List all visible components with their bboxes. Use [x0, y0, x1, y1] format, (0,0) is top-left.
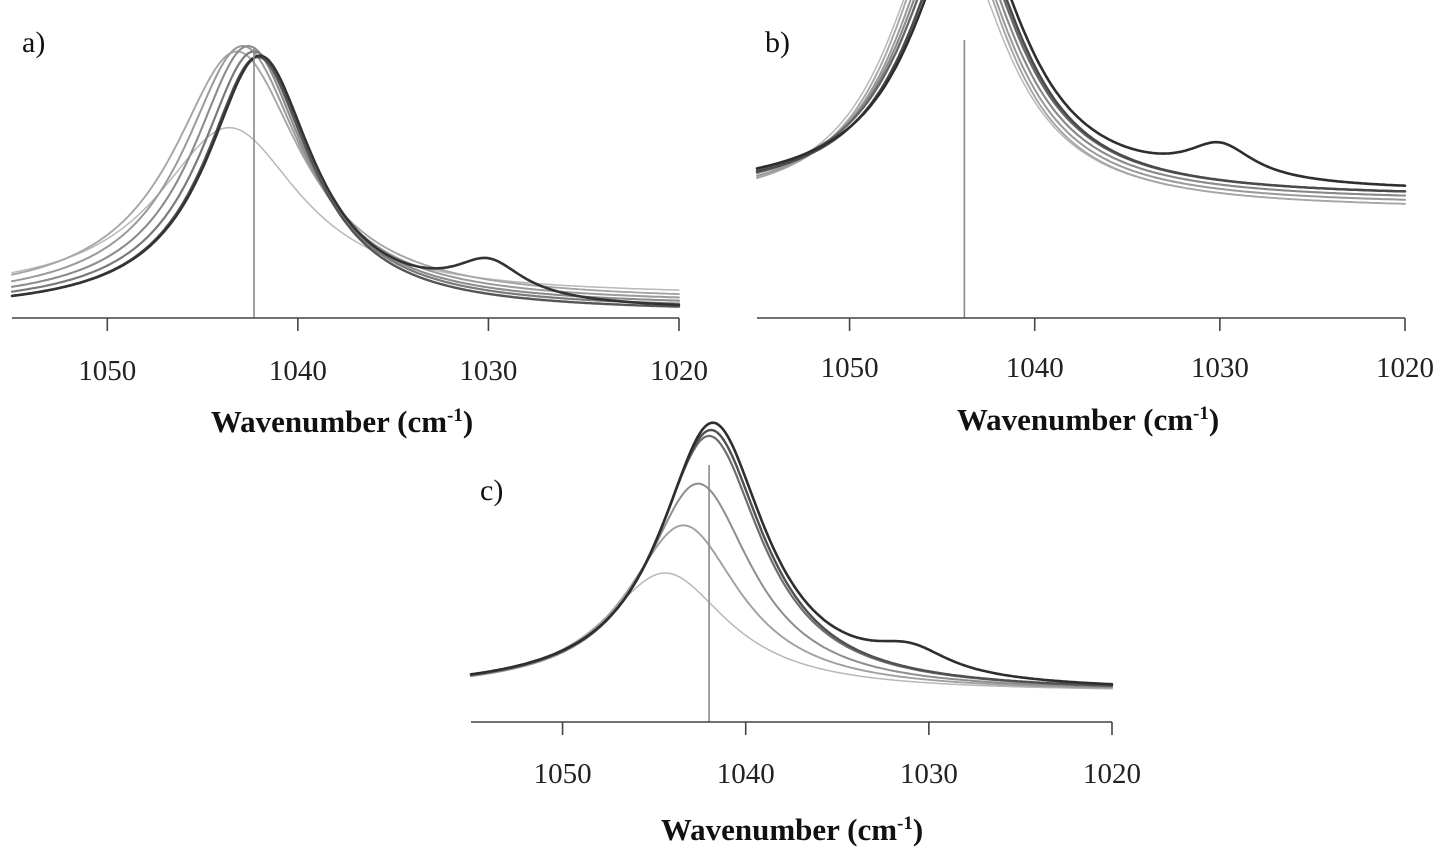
panel-b: b) 1050 1040 1030 1020 Wavenumber (cm-1)	[755, 0, 1434, 437]
panel-a: a) 1050 1040 1030 1020 Wavenumber (cm-1)	[10, 26, 708, 439]
panel-c-series-6	[469, 421, 1114, 686]
panel-c-label: c)	[480, 474, 503, 507]
panel-c-series-group	[469, 421, 1114, 690]
panel-b-series-5	[755, 0, 1407, 193]
panel-c-tick-label-1030: 1030	[900, 758, 958, 790]
panel-a-label: a)	[22, 26, 45, 59]
panel-a-series-5	[10, 50, 681, 305]
panel-b-series-4	[755, 0, 1407, 197]
panel-a-series-3	[11, 45, 680, 299]
panel-b-ticks: 1050 1040 1030 1020	[821, 318, 1434, 384]
panel-b-series-2	[756, 0, 1406, 205]
panel-b-series-7	[755, 0, 1407, 187]
panel-c-series-1	[470, 572, 1113, 690]
panel-c-tick-label-1050: 1050	[534, 758, 592, 790]
panel-b-series-3	[756, 0, 1406, 201]
panel-a-series-group	[10, 44, 681, 308]
panel-b-x-axis-title: Wavenumber (cm-1)	[957, 402, 1219, 437]
panel-c-ticks: 1050 1040 1030 1020	[534, 722, 1141, 790]
panel-b-series-6	[755, 0, 1407, 193]
panel-a-series-1	[11, 126, 680, 291]
panel-a-tick-label-1030: 1030	[459, 355, 517, 387]
panel-a-tick-label-1020: 1020	[650, 355, 708, 387]
panel-b-tick-label-1020: 1020	[1376, 352, 1434, 384]
panel-a-ticks: 1050 1040 1030 1020	[78, 318, 708, 387]
panel-c-tick-label-1020: 1020	[1083, 758, 1141, 790]
panel-c: c) 1050 1040 1030 1020 Wavenumber (cm-1)	[469, 421, 1141, 847]
panel-a-tick-label-1040: 1040	[269, 355, 327, 387]
panel-b-series-1	[756, 0, 1406, 205]
panel-c-series-2	[470, 524, 1113, 689]
panel-c-x-axis-title: Wavenumber (cm-1)	[661, 812, 923, 847]
panel-b-label: b)	[765, 26, 790, 59]
panel-a-tick-label-1050: 1050	[78, 355, 136, 387]
panel-b-tick-label-1050: 1050	[821, 352, 879, 384]
panel-b-tick-label-1030: 1030	[1191, 352, 1249, 384]
panel-c-tick-label-1040: 1040	[717, 758, 775, 790]
panel-b-series-group	[755, 0, 1407, 205]
panel-a-x-axis-title: Wavenumber (cm-1)	[211, 404, 473, 439]
panel-a-series-6	[10, 55, 681, 308]
panel-b-tick-label-1040: 1040	[1006, 352, 1064, 384]
panel-c-series-3	[470, 482, 1113, 688]
panel-a-series-2	[11, 50, 680, 296]
panel-a-series-7	[10, 54, 681, 307]
